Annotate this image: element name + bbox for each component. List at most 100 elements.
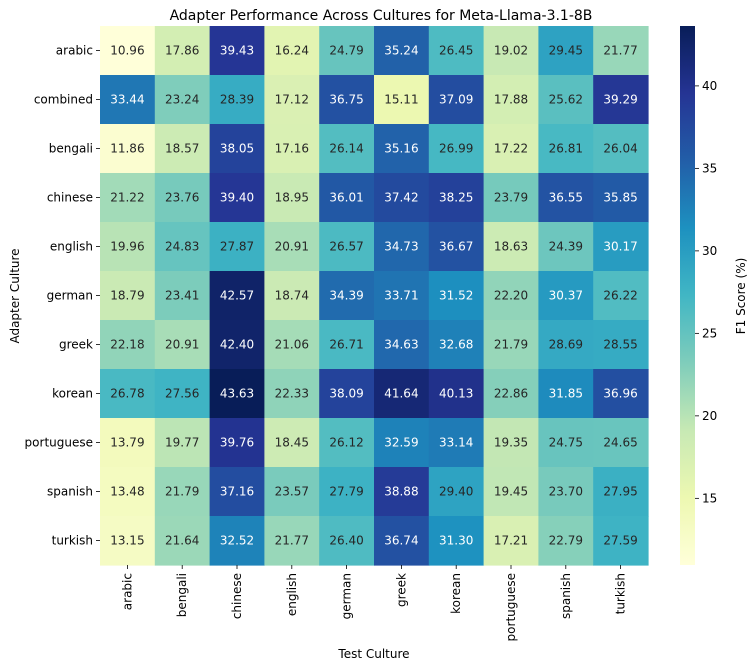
cell-value-label: 28.69: [549, 338, 583, 352]
cell-value-label: 24.75: [549, 436, 583, 450]
y-tick-label: portuguese: [25, 436, 93, 450]
y-tick-label: chinese: [47, 191, 93, 205]
cell-value-label: 39.43: [220, 44, 254, 58]
heatmap-cell: [209, 467, 265, 517]
cell-value-label: 27.59: [603, 534, 637, 548]
cell-value-label: 18.63: [494, 240, 528, 254]
cell-value-label: 37.42: [384, 191, 418, 205]
cell-value-label: 23.41: [165, 289, 199, 303]
cell-value-label: 21.77: [603, 44, 637, 58]
heatmap-cell: [264, 271, 320, 321]
heatmap-cell: [100, 75, 156, 125]
cell-value-label: 10.96: [110, 44, 144, 58]
heatmap-cell: [483, 26, 539, 76]
heatmap-cell: [209, 173, 265, 223]
cell-value-label: 39.40: [220, 191, 254, 205]
cell-value-label: 35.85: [603, 191, 637, 205]
chart-title: Adapter Performance Across Cultures for …: [170, 8, 593, 24]
colorbar-label: F1 Score (%): [734, 258, 748, 335]
cell-value-label: 23.76: [165, 191, 199, 205]
heatmap-cell: [428, 222, 485, 272]
heatmap-cell: [209, 271, 265, 321]
heatmap-cell: [319, 26, 375, 76]
heatmap-cell: [264, 418, 320, 468]
heatmap-cell: [428, 26, 485, 76]
cell-value-label: 38.05: [220, 142, 254, 156]
heatmap-cell: [538, 75, 594, 125]
colorbar-tick-label: 15: [702, 491, 717, 505]
heatmap-cell: [483, 320, 539, 370]
x-tick-label: chinese: [230, 573, 244, 619]
heatmap-cell: [154, 271, 211, 321]
y-tick-label: spanish: [47, 485, 93, 499]
cell-value-label: 42.40: [220, 338, 254, 352]
heatmap-cell: [319, 271, 375, 321]
heatmap-cell: [319, 418, 375, 468]
heatmap-cell: [100, 516, 156, 566]
heatmap-cell: [209, 418, 265, 468]
cell-value-label: 19.45: [494, 485, 528, 499]
heatmap-cell: [264, 173, 320, 223]
heatmap-cell: [593, 124, 649, 174]
heatmap-cell: [264, 516, 320, 566]
heatmap-cell: [374, 516, 430, 566]
heatmap-cell: [483, 173, 539, 223]
x-tick-label: korean: [449, 573, 463, 614]
x-tick-label: spanish: [559, 573, 573, 619]
cell-value-label: 33.71: [384, 289, 418, 303]
cell-value-label: 36.75: [329, 93, 363, 107]
heatmap-cell: [374, 320, 430, 370]
cell-value-label: 27.87: [220, 240, 254, 254]
cell-value-label: 34.63: [384, 338, 418, 352]
heatmap-cell: [264, 26, 320, 76]
cell-value-label: 32.59: [384, 436, 418, 450]
cell-value-label: 38.88: [384, 485, 418, 499]
cell-value-label: 19.02: [494, 44, 528, 58]
heatmap-cell: [483, 369, 539, 419]
heatmap-cell: [264, 369, 320, 419]
heatmap-cell: [428, 320, 485, 370]
cell-value-label: 27.79: [329, 485, 363, 499]
heatmap-cell: [264, 124, 320, 174]
cell-value-label: 21.79: [165, 485, 199, 499]
cell-value-label: 21.22: [110, 191, 144, 205]
cell-value-label: 30.37: [549, 289, 583, 303]
cell-value-label: 24.39: [549, 240, 583, 254]
heatmap-cell: [483, 418, 539, 468]
cell-value-label: 42.57: [220, 289, 254, 303]
colorbar-ticks: 15 20 25 30 35 40: [695, 79, 717, 505]
cell-value-label: 38.09: [329, 387, 363, 401]
cell-value-label: 31.52: [439, 289, 473, 303]
heatmap-cell: [100, 26, 156, 76]
heatmap-cell: [154, 222, 211, 272]
cell-value-label: 21.64: [165, 534, 199, 548]
heatmap-cell: [319, 75, 375, 125]
heatmap-cell: [100, 320, 156, 370]
cell-value-label: 35.16: [384, 142, 418, 156]
x-tick-label: bengali: [175, 573, 189, 617]
cell-value-label: 30.17: [603, 240, 637, 254]
heatmap-cell: [538, 369, 594, 419]
cell-value-label: 15.11: [384, 93, 418, 107]
heatmap-cell: [538, 516, 594, 566]
heatmap-cell: [154, 467, 211, 517]
heatmap-cell: [374, 75, 430, 125]
heatmap-cell: [100, 369, 156, 419]
heatmap-cell: [374, 369, 430, 419]
y-tick-label: arabic: [56, 44, 93, 58]
heatmap-cell: [100, 418, 156, 468]
cell-value-label: 18.79: [110, 289, 144, 303]
heatmap-cell: [538, 173, 594, 223]
cell-value-label: 40.13: [439, 387, 473, 401]
heatmap-cell: [154, 75, 211, 125]
heatmap-cell: [538, 320, 594, 370]
heatmap-cell: [374, 222, 430, 272]
heatmap-cell: [374, 271, 430, 321]
cell-value-label: 13.48: [110, 485, 144, 499]
cell-value-label: 38.25: [439, 191, 473, 205]
heatmap-cell: [538, 26, 594, 76]
heatmap-cell: [483, 75, 539, 125]
x-tick-label: portuguese: [504, 573, 518, 641]
cell-value-label: 20.91: [275, 240, 309, 254]
cell-value-label: 34.39: [329, 289, 363, 303]
